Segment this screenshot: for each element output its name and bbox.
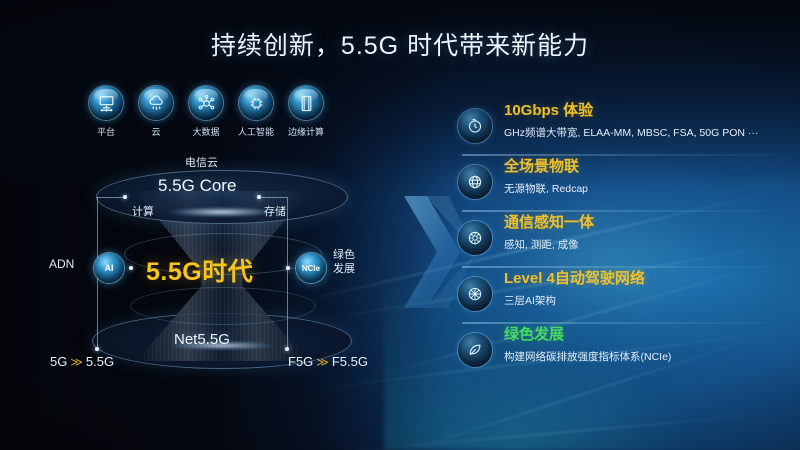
- platform-icon: [89, 86, 123, 120]
- adn-label: ADN: [49, 257, 75, 271]
- connector-dot-right-top: [257, 195, 261, 199]
- green-development-line2: 发展: [333, 262, 355, 275]
- background-top-shade: [0, 0, 800, 189]
- capability-item-edge[interactable]: 边缘计算: [288, 86, 324, 138]
- capability-icon-row: 平台 云 大数据: [88, 86, 324, 138]
- speed-clock-icon: [458, 109, 492, 143]
- feature-row-sensing[interactable]: 通信感知一体 感知, 测距, 成像: [458, 212, 796, 268]
- feature-subtitle: 构建网络碳排放强度指标体系(NCIe): [504, 350, 672, 363]
- edge-computing-icon: [289, 86, 323, 120]
- compute-label: 计算: [132, 206, 154, 218]
- feature-subtitle: GHz频谱大带宽, ELAA-MM, MBSC, FSA, 50G PON ··…: [504, 126, 759, 139]
- cloud-icon: [139, 86, 173, 120]
- big-data-icon: [189, 86, 223, 120]
- connector-dot-left-top: [123, 195, 127, 199]
- feature-subtitle: 无源物联, Redcap: [504, 182, 589, 195]
- feature-divider: [462, 322, 796, 324]
- capability-label: 边缘计算: [288, 127, 325, 137]
- era-headline-label: 5.5G时代: [146, 258, 254, 286]
- feature-subtitle: 三层AI架构: [504, 294, 556, 307]
- feature-list: 10Gbps 体验 GHz频谱大带宽, ELAA-MM, MBSC, FSA, …: [458, 100, 796, 380]
- feature-divider: [462, 210, 796, 212]
- capability-item-bigdata[interactable]: 大数据: [188, 86, 224, 138]
- sensing-icon: [458, 221, 492, 255]
- ncie-badge-label: NCIe: [301, 263, 321, 273]
- feature-row-iot[interactable]: 全场景物联 无源物联, Redcap: [458, 156, 796, 212]
- ncie-badge[interactable]: NCIe: [296, 253, 326, 283]
- chevron-right-icon: ≫: [70, 355, 83, 369]
- diagram-core-glow: [170, 207, 274, 217]
- diagram-mid-ring-upper: [124, 233, 322, 275]
- feature-title: 绿色发展: [504, 326, 565, 343]
- globe-connect-icon: [458, 165, 492, 199]
- capability-label: 平台: [96, 127, 115, 137]
- feature-row-autonomous[interactable]: Level 4自动驾驶网络 三层AI架构: [458, 268, 796, 324]
- green-development-label: 绿色 发展: [333, 249, 355, 277]
- transition-fixed-to: F5.5G: [331, 354, 368, 369]
- autonomous-network-icon: [458, 277, 492, 311]
- capability-label: 人工智能: [238, 127, 275, 137]
- connector-right-vertical: [287, 197, 288, 349]
- ai-badge[interactable]: AI: [94, 253, 124, 283]
- transition-mobile: 5G ≫ 5.5G: [50, 354, 114, 369]
- chevron-right-icon: ≫: [316, 355, 329, 369]
- ai-badge-pointer-dot: [129, 266, 133, 270]
- capability-item-cloud[interactable]: 云: [138, 86, 174, 138]
- diagram-mid-ring-lower: [130, 287, 316, 325]
- connector-right-top: [259, 197, 287, 198]
- feature-divider: [462, 266, 796, 268]
- ai-chip-icon: [239, 86, 273, 120]
- transition-fixed: F5G ≫ F5.5G: [288, 354, 368, 369]
- connector-dot-right-bottom: [285, 347, 289, 351]
- page-title: 持续创新，5.5G 时代带来新能力: [210, 32, 590, 60]
- storage-label: 存储: [264, 206, 286, 218]
- capability-label: 云: [151, 127, 161, 137]
- feature-divider: [462, 154, 796, 156]
- feature-title: 全场景物联: [504, 158, 580, 175]
- feature-subtitle: 感知, 测距, 成像: [504, 238, 579, 251]
- transition-mobile-from: 5G: [50, 354, 68, 369]
- diagram-base-glow: [172, 341, 272, 350]
- feature-row-green[interactable]: 绿色发展 构建网络碳排放强度指标体系(NCIe): [458, 324, 788, 380]
- connector-dot-left-bottom: [95, 347, 99, 351]
- ncie-badge-pointer-dot: [286, 266, 290, 270]
- capability-item-platform[interactable]: 平台: [88, 86, 124, 138]
- leaf-icon: [458, 333, 492, 367]
- feature-row-10gbps[interactable]: 10Gbps 体验 GHz频谱大带宽, ELAA-MM, MBSC, FSA, …: [458, 100, 796, 156]
- capability-item-ai[interactable]: 人工智能: [238, 86, 274, 138]
- green-development-line1: 绿色: [333, 249, 355, 261]
- central-diagram: AI NCIe 电信云 5.5G Core 计算 存储 5.5G时代 ADN 绿…: [40, 145, 420, 380]
- transition-mobile-to: 5.5G: [85, 354, 115, 369]
- transition-fixed-from: F5G: [288, 354, 314, 369]
- connector-left-top: [97, 197, 125, 198]
- core-label: 5.5G Core: [158, 176, 237, 195]
- feature-title: 10Gbps 体验: [504, 102, 594, 119]
- capability-label: 大数据: [192, 127, 220, 137]
- feature-title: Level 4自动驾驶网络: [504, 270, 645, 287]
- net-label: Net5.5G: [174, 331, 230, 348]
- background-water-texture: [384, 288, 800, 450]
- ai-badge-label: AI: [104, 263, 114, 273]
- feature-title: 通信感知一体: [504, 214, 595, 231]
- telecom-cloud-label: 电信云: [185, 157, 218, 169]
